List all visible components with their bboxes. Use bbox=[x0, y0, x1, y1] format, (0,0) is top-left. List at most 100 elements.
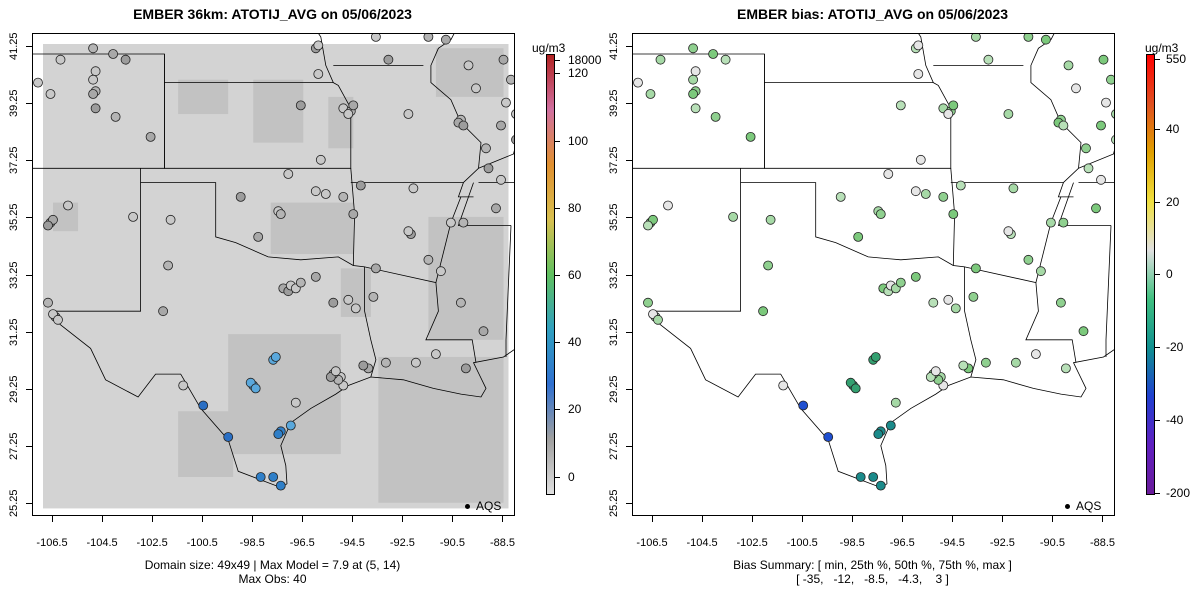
state-boundary bbox=[950, 168, 977, 378]
y-tick-label: 29.25 bbox=[8, 375, 20, 403]
aqs-station-marker bbox=[688, 43, 698, 54]
aqs-station-marker bbox=[948, 209, 959, 220]
x-tick-mark bbox=[702, 516, 704, 522]
state-boundary bbox=[350, 168, 377, 378]
y-tick-label: 35.25 bbox=[608, 203, 620, 232]
aqs-station-marker bbox=[688, 89, 698, 99]
x-tick-mark bbox=[152, 516, 154, 522]
y-tick-mark bbox=[626, 160, 632, 162]
aqs-station-marker bbox=[235, 191, 246, 202]
aqs-station-marker bbox=[765, 214, 776, 225]
y-tick-label: 35.25 bbox=[8, 203, 20, 232]
map-plot-area[interactable] bbox=[632, 33, 1115, 516]
aqs-station-marker bbox=[728, 211, 738, 222]
aqs-station-marker bbox=[498, 54, 509, 65]
state-boundary bbox=[740, 168, 954, 266]
state-boundary bbox=[457, 182, 511, 226]
x-tick-mark bbox=[902, 516, 904, 522]
aqs-station-marker bbox=[165, 214, 176, 225]
aqs-station-marker bbox=[938, 191, 949, 202]
x-tick-label: -106.5 bbox=[36, 537, 68, 549]
aqs-station-marker bbox=[1098, 54, 1109, 65]
y-tick-label: 33.25 bbox=[608, 260, 620, 289]
y-tick-mark bbox=[26, 160, 32, 162]
state-boundary bbox=[880, 349, 1114, 485]
colorbar-tick bbox=[555, 73, 560, 74]
aqs-station-marker bbox=[868, 472, 879, 482]
aqs-station-marker bbox=[338, 191, 349, 202]
model-grid-cell bbox=[435, 48, 504, 97]
x-tick-label: -102.5 bbox=[136, 537, 168, 549]
colorbar-label: 40 bbox=[1166, 122, 1180, 136]
model-grid-cell bbox=[428, 216, 504, 340]
aqs-station-marker bbox=[948, 100, 959, 111]
x-tick-label: -104.5 bbox=[686, 537, 718, 549]
aqs-station-marker bbox=[1045, 217, 1056, 228]
colorbar-label: 18000 bbox=[568, 53, 602, 67]
aqs-station-marker bbox=[45, 89, 56, 99]
aqs-station-marker bbox=[348, 100, 359, 111]
aqs-station-marker bbox=[980, 357, 991, 368]
aqs-station-marker bbox=[90, 66, 101, 77]
aqs-station-marker bbox=[295, 100, 306, 111]
aqs-station-marker bbox=[645, 89, 656, 99]
aqs-station-marker bbox=[368, 291, 379, 302]
aqs-station-marker bbox=[53, 314, 63, 325]
aqs-station-marker bbox=[720, 54, 731, 65]
aqs-legend-label: AQS bbox=[476, 499, 502, 513]
aqs-station-marker bbox=[90, 103, 101, 114]
y-tick-label: 33.25 bbox=[8, 260, 20, 289]
y-tick-mark bbox=[626, 217, 632, 219]
aqs-legend: AQS bbox=[1065, 499, 1101, 513]
state-boundary bbox=[650, 316, 888, 487]
aqs-station-marker bbox=[501, 97, 511, 108]
map-svg bbox=[33, 34, 514, 515]
aqs-station-marker bbox=[458, 120, 469, 131]
aqs-station-marker bbox=[511, 135, 514, 145]
aqs-station-marker bbox=[445, 217, 456, 228]
aqs-station-marker bbox=[350, 303, 361, 314]
x-tick-mark bbox=[52, 516, 54, 522]
aqs-station-marker bbox=[430, 349, 441, 360]
aqs-station-marker bbox=[371, 34, 381, 42]
aqs-station-marker bbox=[895, 100, 906, 111]
x-tick-mark bbox=[952, 516, 954, 522]
aqs-station-marker bbox=[1096, 174, 1106, 185]
aqs-station-marker bbox=[655, 54, 666, 65]
colorbar-unit: ug/m3 bbox=[1145, 41, 1179, 55]
aqs-station-marker bbox=[270, 352, 281, 362]
state-boundary bbox=[1057, 182, 1111, 226]
x-tick-label: -106.5 bbox=[636, 537, 668, 549]
aqs-station-marker bbox=[463, 60, 474, 71]
aqs-station-marker bbox=[320, 189, 331, 199]
y-tick-label: 31.25 bbox=[8, 318, 20, 346]
colorbar-tick bbox=[1155, 420, 1160, 421]
x-tick-mark bbox=[252, 516, 254, 522]
colorbar-tick bbox=[1155, 274, 1160, 275]
x-tick-label: -88.5 bbox=[489, 537, 516, 549]
y-tick-label: 39.25 bbox=[608, 89, 620, 118]
aqs-station-marker bbox=[410, 357, 421, 368]
aqs-station-marker bbox=[855, 472, 866, 482]
aqs-station-marker bbox=[778, 380, 789, 391]
aqs-station-marker bbox=[408, 183, 419, 194]
map-plot-area[interactable] bbox=[32, 33, 515, 516]
x-tick-label: -100.5 bbox=[786, 537, 818, 549]
aqs-station-marker bbox=[315, 154, 326, 165]
aqs-station-marker bbox=[496, 174, 506, 185]
aqs-station-marker bbox=[328, 297, 339, 308]
aqs-station-marker bbox=[355, 180, 366, 191]
aqs-station-marker bbox=[653, 314, 663, 325]
aqs-station-marker bbox=[1003, 109, 1014, 119]
aqs-station-marker bbox=[853, 231, 864, 242]
aqs-station-marker bbox=[478, 326, 489, 337]
state-boundary bbox=[164, 82, 352, 169]
aqs-station-marker bbox=[198, 400, 209, 411]
aqs-station-marker bbox=[688, 74, 698, 85]
colorbar-label: 0 bbox=[568, 470, 575, 484]
outside-domain-top bbox=[33, 34, 514, 45]
state-boundary bbox=[364, 266, 477, 363]
aqs-station-marker bbox=[873, 429, 884, 440]
aqs-station-marker bbox=[330, 366, 341, 377]
aqs-station-marker bbox=[255, 472, 266, 482]
